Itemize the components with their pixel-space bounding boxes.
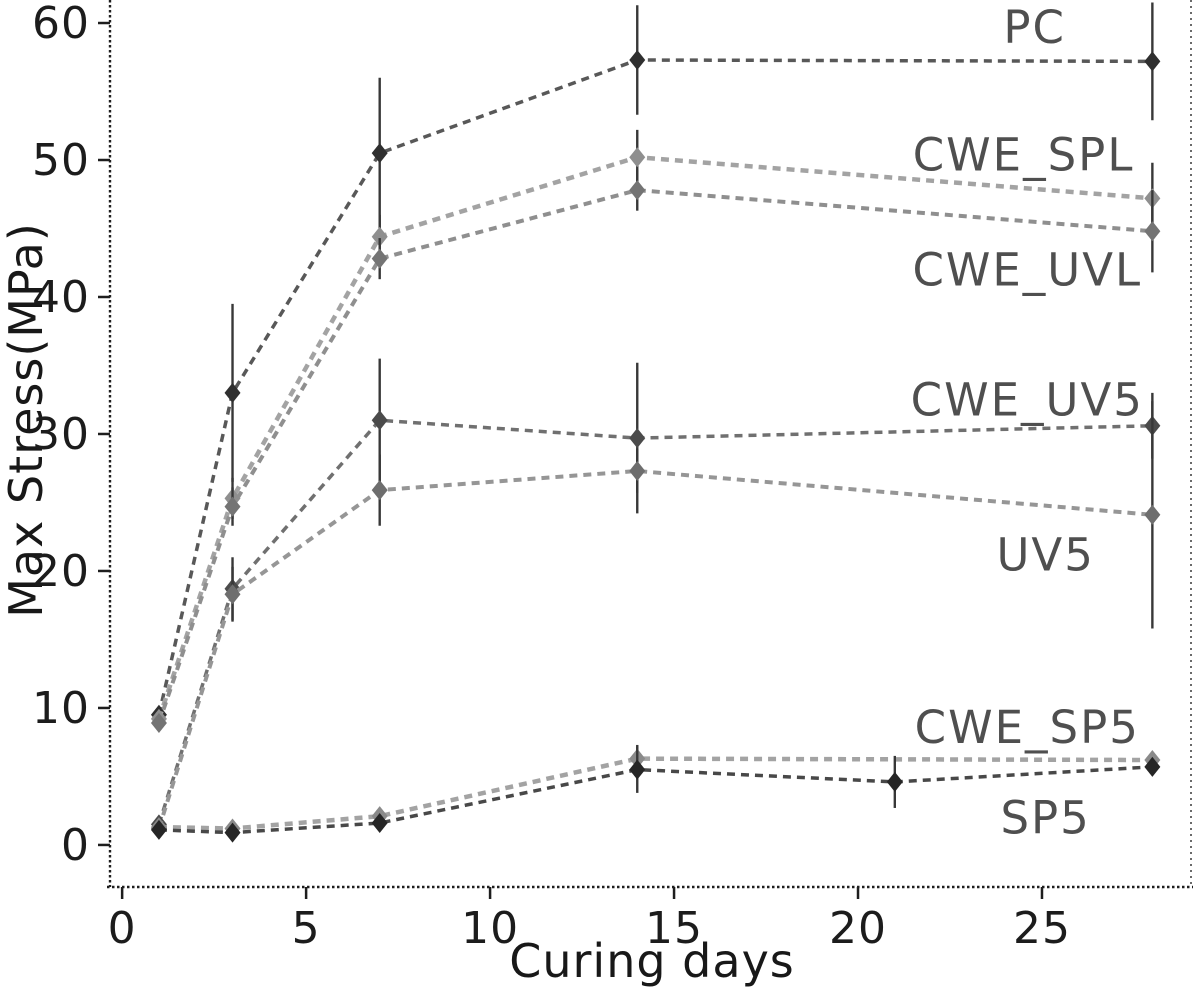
x-tick-label: 0 — [108, 903, 137, 954]
y-tick-label: 60 — [32, 0, 90, 49]
y-tick-label: 30 — [32, 409, 90, 460]
y-tick-label: 40 — [32, 272, 90, 323]
series-line-cwe-uvl — [157, 188, 1153, 724]
x-tick-label: 20 — [829, 903, 887, 954]
series-line-cwe-uv5 — [157, 418, 1153, 825]
data-point-cwe-uvl — [371, 248, 388, 269]
x-axis-label: Curing days — [509, 934, 795, 988]
series-label-pc: PC — [1003, 1, 1066, 54]
x-tick-label: 5 — [292, 903, 321, 954]
series-line-uv5 — [157, 468, 1153, 830]
data-point-uv5 — [1144, 504, 1161, 525]
data-point-sp5 — [150, 819, 167, 840]
data-point-cwe-uvl — [1144, 221, 1161, 242]
data-point-cwe-uvl — [629, 180, 646, 201]
y-tick-label: 10 — [32, 683, 90, 734]
y-tick-label: 50 — [32, 135, 90, 186]
data-point-uv5 — [224, 584, 241, 605]
y-tick-label: 0 — [61, 820, 90, 871]
x-tick-label: 10 — [461, 903, 519, 954]
data-point-uv5 — [629, 460, 646, 481]
series-label-cwe-uv5: CWE_UV5 — [911, 374, 1144, 427]
y-tick-label: 20 — [32, 546, 90, 597]
data-point-pc — [629, 50, 646, 71]
data-point-sp5 — [629, 759, 646, 780]
data-point-sp5 — [224, 822, 241, 843]
data-point-cwe-spl — [629, 147, 646, 168]
data-point-cwe-uvl — [150, 713, 167, 734]
series-line-cwe-sp5 — [158, 756, 1153, 831]
data-point-pc — [1144, 51, 1161, 72]
x-tick-label: 25 — [1013, 903, 1071, 954]
series-label-cwe-spl: CWE_SPL — [913, 129, 1135, 182]
data-point-cwe-uvl — [224, 496, 241, 517]
y-axis-label: Max Stress(MPa) — [0, 222, 53, 618]
series-line-sp5 — [158, 765, 1153, 835]
data-point-cwe-uv5 — [371, 410, 388, 431]
data-point-cwe-spl — [371, 226, 388, 247]
series-line-pc — [157, 58, 1153, 716]
data-point-pc — [224, 382, 241, 403]
series-label-sp5: SP5 — [1000, 792, 1090, 845]
series-label-uv5: UV5 — [996, 529, 1094, 582]
data-point-uv5 — [371, 480, 388, 501]
data-point-cwe-uv5 — [629, 428, 646, 449]
data-point-sp5 — [371, 813, 388, 834]
series-label-cwe-sp5: CWE_SP5 — [915, 701, 1140, 754]
data-point-pc — [371, 143, 388, 164]
x-tick-label: 15 — [645, 903, 703, 954]
data-point-sp5 — [1144, 756, 1161, 777]
data-point-sp5 — [886, 771, 903, 792]
series-label-cwe-uvl: CWE_UVL — [912, 244, 1142, 297]
